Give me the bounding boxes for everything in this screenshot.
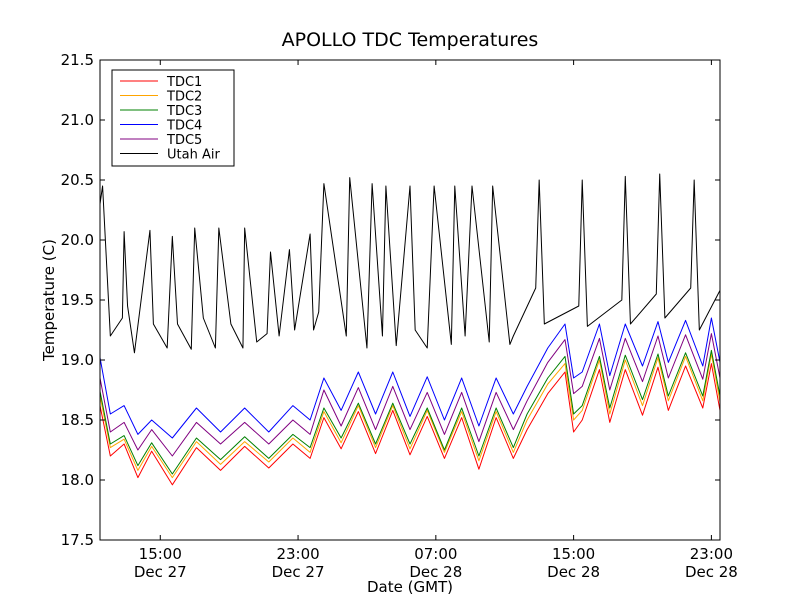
y-tick-label: 19.5 xyxy=(61,291,94,309)
x-tick-date-label: Dec 28 xyxy=(685,563,738,581)
legend-box xyxy=(111,69,235,167)
x-tick-time-label: 07:00 xyxy=(414,545,457,563)
legend-label: TDC5 xyxy=(166,133,202,148)
series-line-utah-air xyxy=(99,173,721,354)
series-layer xyxy=(99,173,721,486)
legend-label: TDC3 xyxy=(166,104,202,119)
legend-label: TDC4 xyxy=(166,119,202,134)
x-tick-date-label: Dec 28 xyxy=(409,563,462,581)
series-line-tdc4 xyxy=(99,317,721,439)
series-line-tdc5 xyxy=(99,333,721,457)
y-tick-label: 21.0 xyxy=(61,111,94,129)
chart-title: APOLLO TDC Temperatures xyxy=(282,29,539,51)
series-line-tdc1 xyxy=(99,363,721,486)
x-tick-time-label: 15:00 xyxy=(552,545,595,563)
x-tick-time-label: 23:00 xyxy=(690,545,733,563)
legend-label: Utah Air xyxy=(167,148,220,163)
y-tick-label: 19.0 xyxy=(61,351,94,369)
y-axis-label: Temperature (C) xyxy=(40,239,58,362)
y-tick-label: 18.0 xyxy=(61,471,94,489)
legend-label: TDC2 xyxy=(166,90,202,105)
series-line-tdc3 xyxy=(99,349,721,475)
legend-label: TDC1 xyxy=(166,75,202,90)
x-tick-time-label: 23:00 xyxy=(276,545,319,563)
x-tick-date-label: Dec 27 xyxy=(272,563,325,581)
y-tick-label: 21.5 xyxy=(61,51,94,69)
x-tick-date-label: Dec 27 xyxy=(134,563,187,581)
y-tick-label: 20.5 xyxy=(61,171,94,189)
y-tick-label: 20.0 xyxy=(61,231,94,249)
y-tick-label: 18.5 xyxy=(61,411,94,429)
x-tick-time-label: 15:00 xyxy=(139,545,182,563)
x-axis-label: Date (GMT) xyxy=(367,578,453,596)
series-line-tdc2 xyxy=(99,353,721,479)
y-axis: 17.5 18.0 18.5 19.0 19.5 20.0 20.5 21.0 21.5 xyxy=(61,51,720,549)
x-tick-date-label: Dec 28 xyxy=(547,563,600,581)
y-tick-label: 17.5 xyxy=(61,531,94,549)
